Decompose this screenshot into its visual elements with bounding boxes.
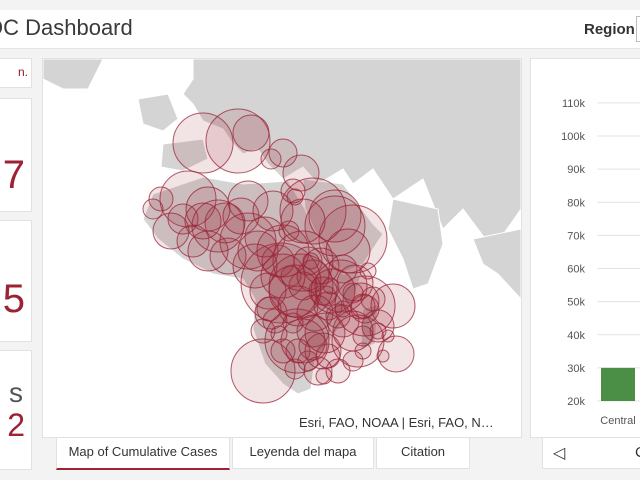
y-tick-label: 90k [567, 164, 585, 176]
case-bubble[interactable] [240, 242, 322, 324]
case-bubble[interactable] [219, 212, 277, 270]
y-tick-label: 80k [567, 197, 585, 209]
case-bubble[interactable] [232, 243, 278, 289]
case-bubble[interactable] [261, 244, 295, 278]
case-bubble[interactable] [264, 308, 330, 374]
case-bubble[interactable] [176, 224, 210, 258]
stat-value-2: 5 [2, 277, 25, 321]
case-bubble[interactable] [270, 338, 296, 364]
case-bubble[interactable] [315, 367, 333, 385]
case-bubble[interactable] [142, 198, 164, 220]
case-bubble[interactable] [296, 314, 330, 348]
case-bubble[interactable] [205, 108, 271, 174]
case-bubble[interactable] [282, 312, 304, 334]
caret-left-icon[interactable]: ◁ [553, 445, 566, 462]
case-bubble[interactable] [222, 197, 260, 235]
stat-label-3: s [9, 377, 23, 408]
case-bubble[interactable] [370, 283, 416, 329]
case-bubble[interactable] [302, 252, 320, 270]
info-text: n. [17, 65, 28, 79]
case-bubble[interactable] [230, 338, 296, 404]
case-bubble[interactable] [167, 203, 199, 235]
case-bubble[interactable] [227, 180, 269, 222]
case-bubble[interactable] [376, 349, 390, 363]
case-bubble[interactable] [354, 342, 372, 360]
case-bubble[interactable] [297, 350, 319, 372]
case-bubble[interactable] [148, 186, 174, 212]
dashboard-header: OC Dashboard Region [0, 10, 640, 49]
map-panel[interactable]: Esri, FAO, NOAA | Esri, FAO, N… [42, 58, 522, 438]
y-tick-label: 60k [567, 264, 585, 276]
page-title: OC Dashboard [0, 15, 133, 40]
y-tick-label: 30k [567, 363, 585, 375]
map-attribution: Esri, FAO, NOAA | Esri, FAO, N… [299, 415, 494, 430]
case-bubble[interactable] [342, 282, 364, 304]
case-bubbles[interactable] [142, 108, 416, 404]
case-bubble[interactable] [322, 277, 340, 295]
case-bubble[interactable] [328, 254, 358, 284]
stat-value-3: 2 [7, 407, 25, 443]
case-bubble[interactable] [184, 202, 222, 240]
case-bubble[interactable] [172, 112, 234, 174]
case-bubble[interactable] [377, 335, 415, 373]
bar-chart-svg: 20k 30k 40k 50k 60k 70k 80k 90k 100k 110k Central [561, 98, 640, 427]
chart-pager: ◁ C [542, 437, 640, 469]
case-bubble[interactable] [256, 296, 282, 322]
tab-citation[interactable]: Citation [376, 437, 470, 469]
case-bubble[interactable] [278, 220, 300, 242]
x-tick-label: Central [600, 415, 635, 427]
bar[interactable] [601, 367, 635, 401]
info-card: n. [0, 58, 32, 88]
case-bubble[interactable] [152, 212, 190, 250]
case-bubble[interactable] [280, 265, 302, 287]
case-bubble[interactable] [268, 138, 298, 168]
stat-value-1: 7 [2, 153, 25, 197]
y-tick-label: 50k [567, 297, 585, 309]
case-bubble[interactable] [209, 237, 247, 275]
case-bubble[interactable] [280, 198, 326, 244]
tab-leyenda-del-mapa[interactable]: Leyenda del mapa [232, 437, 374, 469]
case-bubble[interactable] [296, 294, 334, 332]
case-bubble[interactable] [191, 199, 245, 253]
y-tick-label: 40k [567, 330, 585, 342]
case-bubble[interactable] [250, 318, 276, 344]
stat-card-2: 5 [0, 220, 32, 342]
case-bubble[interactable] [308, 189, 362, 243]
case-bubble[interactable] [279, 177, 347, 245]
tab-map-of-cumulative-cases[interactable]: Map of Cumulative Cases [56, 437, 230, 470]
map-canvas[interactable] [43, 59, 521, 437]
case-bubble[interactable] [352, 325, 374, 347]
region-bar-chart: 20k 30k 40k 50k 60k 70k 80k 90k 100k 110k Central [530, 58, 640, 438]
stat-card-1: 7 [0, 98, 32, 212]
y-tick-label: 100k [561, 131, 585, 143]
next-label[interactable]: C [635, 444, 640, 461]
land-masses [43, 59, 521, 395]
y-tick-label: 110k [562, 98, 586, 110]
case-bubble[interactable] [260, 148, 282, 170]
case-bubble[interactable] [304, 195, 366, 257]
stat-card-3: s 2 [0, 350, 32, 470]
y-tick-label: 70k [567, 230, 585, 242]
case-bubble[interactable] [308, 276, 338, 306]
y-tick-label: 20k [567, 396, 585, 408]
case-bubble[interactable] [284, 358, 306, 380]
case-bubble[interactable] [252, 190, 294, 232]
case-bubble[interactable] [232, 114, 270, 152]
region-label: Region [584, 21, 635, 38]
region-dropdown[interactable] [636, 16, 640, 42]
case-bubble[interactable] [286, 188, 304, 206]
